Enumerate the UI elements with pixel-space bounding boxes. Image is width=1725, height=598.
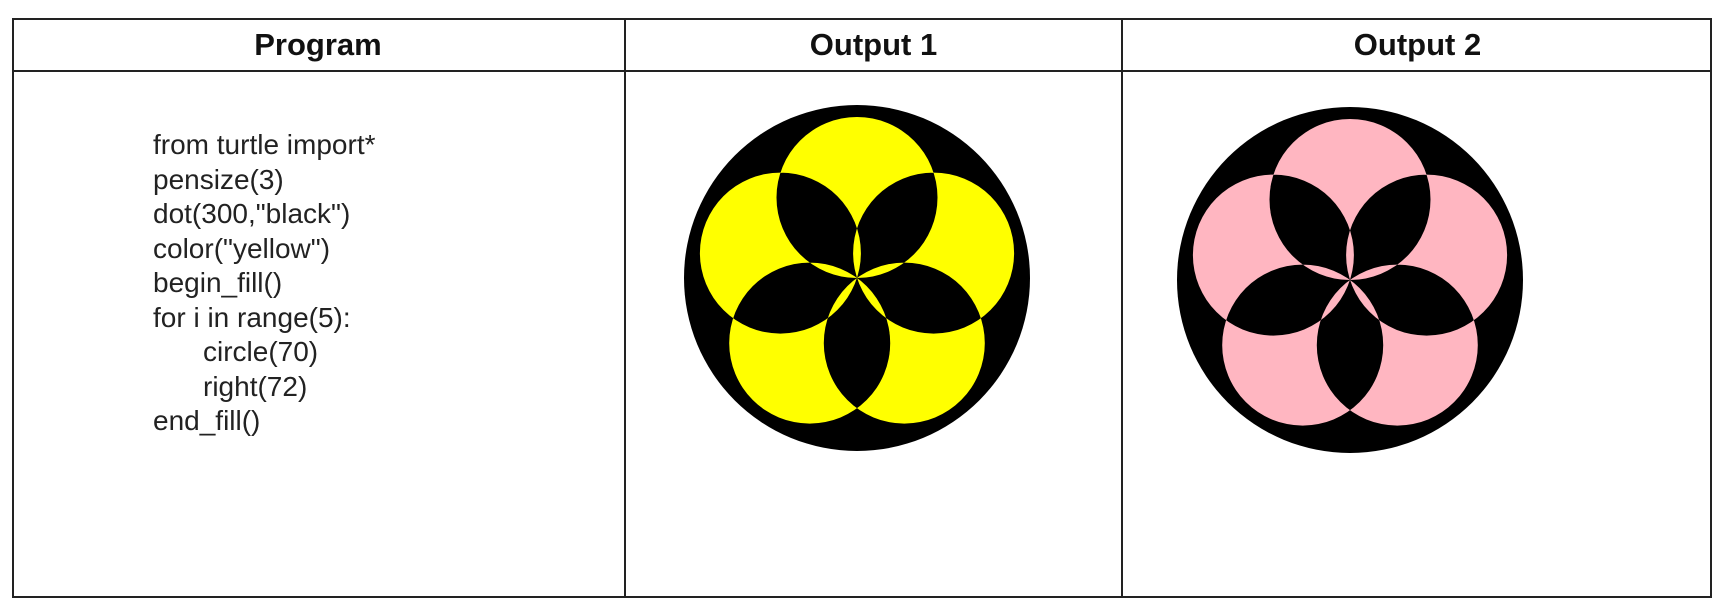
code-line: begin_fill() [153, 267, 283, 298]
code-line: color("yellow") [153, 232, 331, 264]
program-code: from turtle import* pensize(3) dot(300,"… [153, 128, 376, 439]
page: Program Output 1 Output 2 from turtle im… [12, 18, 1712, 598]
turtle-outputs [684, 105, 1523, 453]
code-line: for i in range(5): [153, 301, 351, 333]
code-line: from turtle import* [153, 129, 376, 160]
column-divider [1121, 18, 1123, 598]
code-line: pensize(3) [153, 163, 284, 195]
output-1-drawing [684, 105, 1030, 451]
code-line: right(72) [203, 370, 308, 402]
code-line: end_fill() [153, 405, 261, 436]
header-cell: Output 2 [1353, 27, 1482, 62]
column-divider [624, 18, 626, 598]
row-divider [12, 70, 1712, 72]
header-cell: Output 1 [809, 27, 938, 62]
code-line: dot(300,"black") [153, 198, 351, 229]
header-cell: Program [254, 27, 382, 62]
output-2-drawing [1177, 107, 1523, 453]
code-line: circle(70) [203, 336, 319, 367]
